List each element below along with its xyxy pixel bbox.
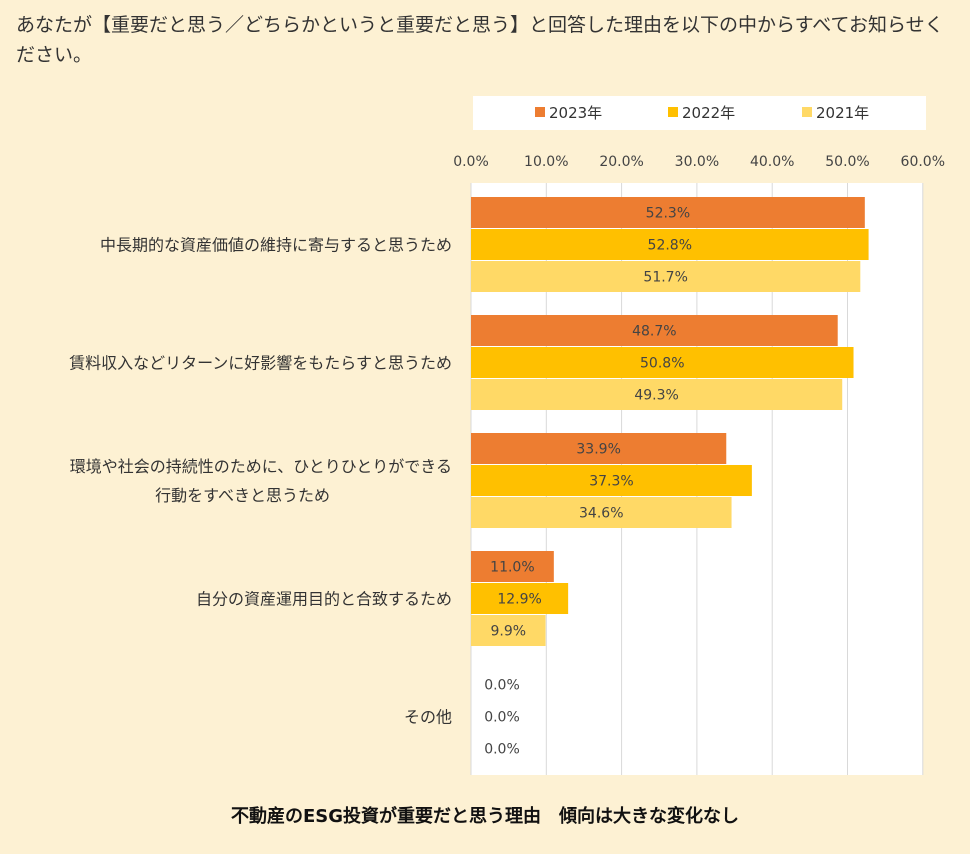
data-label: 52.3% bbox=[646, 206, 690, 222]
bar-2022年-1 bbox=[471, 347, 854, 378]
bar-2022年-2 bbox=[471, 465, 752, 496]
data-label: 52.8% bbox=[648, 238, 692, 254]
category-label: その他 bbox=[404, 708, 452, 727]
legend-label: 2021年 bbox=[816, 104, 869, 122]
data-label: 50.8% bbox=[640, 356, 684, 372]
x-tick-label: 10.0% bbox=[524, 154, 568, 170]
bar-2022年-0 bbox=[471, 229, 869, 260]
bars bbox=[471, 197, 869, 646]
bar-2023年-1 bbox=[471, 315, 838, 346]
x-tick-label: 30.0% bbox=[675, 154, 719, 170]
data-label: 37.3% bbox=[589, 474, 633, 490]
category-label: 行動をすべきと思うため bbox=[155, 486, 330, 505]
x-tick-label: 0.0% bbox=[453, 154, 489, 170]
category-labels: 中長期的な資産価値の維持に寄与すると思うため賃料収入などリターンに好影響をもたら… bbox=[69, 236, 452, 727]
category-label: 賃料収入などリターンに好影響をもたらすと思うため bbox=[69, 354, 452, 373]
legend-swatch bbox=[668, 107, 678, 117]
question-text: あなたが【重要だと思う／どちらかというと重要だと思う】と回答した理由を以下の中か… bbox=[16, 14, 944, 66]
bar-2021年-0 bbox=[471, 261, 861, 292]
legend-box bbox=[473, 96, 926, 130]
x-tick-label: 60.0% bbox=[901, 154, 945, 170]
data-label: 12.9% bbox=[497, 592, 541, 608]
data-label: 0.0% bbox=[484, 742, 520, 758]
x-tick-label: 50.0% bbox=[825, 154, 869, 170]
data-labels: 52.3% 52.8% 51.7% 48.7% 50.8% 49.3% 33.9% 37.3%… bbox=[484, 206, 692, 758]
data-label: 51.7% bbox=[643, 270, 687, 286]
data-label: 49.3% bbox=[634, 388, 678, 404]
data-label: 9.9% bbox=[490, 624, 526, 640]
bar-2023年-2 bbox=[471, 433, 727, 464]
x-tick-label: 20.0% bbox=[599, 154, 643, 170]
bar-2021年-1 bbox=[471, 379, 843, 410]
bar-2021年-2 bbox=[471, 497, 732, 528]
data-label: 33.9% bbox=[576, 442, 620, 458]
x-axis-ticks: 0.0% 10.0% 20.0% 30.0% 40.0% 50.0% 60.0% bbox=[453, 154, 945, 170]
bar-2021年-3 bbox=[471, 615, 546, 646]
x-tick-label: 40.0% bbox=[750, 154, 794, 170]
category-label: 中長期的な資産価値の維持に寄与すると思うため bbox=[100, 236, 452, 255]
chart-caption: 不動産のESG投資が重要だと思う理由 傾向は大きな変化なし bbox=[230, 806, 740, 827]
data-label: 34.6% bbox=[579, 506, 623, 522]
bar-2023年-0 bbox=[471, 197, 865, 228]
legend-label: 2022年 bbox=[682, 104, 735, 122]
legend-label: 2023年 bbox=[549, 104, 602, 122]
bar-2022年-3 bbox=[471, 583, 569, 614]
data-label: 11.0% bbox=[490, 560, 534, 576]
data-label: 48.7% bbox=[632, 324, 676, 340]
data-label: 0.0% bbox=[484, 678, 520, 694]
bar-chart: 0.0% 10.0% 20.0% 30.0% 40.0% 50.0% 60.0% 52.3%… bbox=[69, 96, 945, 775]
legend: 2023年 2022年 2021年 bbox=[535, 104, 869, 122]
legend-swatch bbox=[535, 107, 545, 117]
data-label: 0.0% bbox=[484, 710, 520, 726]
legend-swatch bbox=[802, 107, 812, 117]
category-label: 環境や社会の持続性のために、ひとりひとりができる bbox=[70, 457, 452, 476]
category-label: 自分の資産運用目的と合致するため bbox=[196, 590, 452, 609]
bar-2023年-3 bbox=[471, 551, 554, 582]
